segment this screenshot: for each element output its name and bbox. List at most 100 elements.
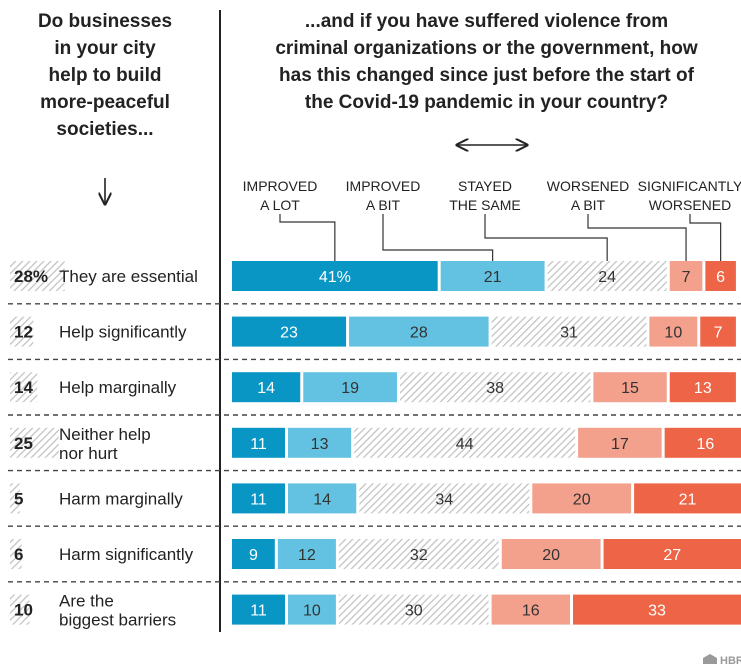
share-label: 12 bbox=[14, 323, 33, 342]
bar-value-label: 23 bbox=[280, 325, 298, 342]
left-question: Do businesses in your city help to build… bbox=[0, 8, 210, 143]
legend-leader-line bbox=[382, 214, 494, 261]
bar-value-label: 11 bbox=[250, 603, 267, 620]
bar-value-label: 14 bbox=[257, 380, 275, 397]
right-question-line: criminal organizations or the government… bbox=[275, 38, 698, 59]
bar-value-label: 34 bbox=[435, 491, 453, 508]
category-label: They are essential bbox=[59, 267, 198, 286]
bar-value-label: 20 bbox=[573, 491, 591, 508]
bar-value-label: 10 bbox=[303, 603, 321, 620]
bar-segment-improved-a-lot bbox=[232, 594, 285, 625]
share-label: 6 bbox=[14, 545, 23, 564]
bar-value-label: 30 bbox=[405, 603, 423, 620]
bar-value-label: 21 bbox=[484, 269, 502, 286]
bar-value-label: 9 bbox=[249, 547, 258, 564]
chart-row: 14 Help marginally 14 19 38 15 13 bbox=[10, 372, 736, 403]
bar-segment-significantly-worsened bbox=[664, 427, 741, 458]
bar-value-label: 16 bbox=[696, 436, 714, 453]
bar-segment-improved-a-lot bbox=[232, 316, 347, 347]
bar-value-label: 14 bbox=[313, 491, 331, 508]
share-label: 10 bbox=[14, 601, 33, 620]
left-question-line: societies... bbox=[56, 119, 154, 140]
right-question-line: the Covid-19 pandemic in your country? bbox=[304, 92, 669, 113]
category-label: Help marginally bbox=[59, 378, 177, 397]
legend-item: STAYED THE SAME bbox=[449, 178, 608, 261]
chart-row: 28% They are essential 41% 21 24 7 6 bbox=[10, 261, 736, 291]
left-question-line: Do businesses bbox=[37, 11, 173, 32]
bar-segment-improved-a-bit bbox=[287, 427, 352, 458]
bar-segment-improved-a-bit bbox=[303, 372, 397, 403]
share-bar bbox=[10, 483, 20, 514]
bar-segment-improved-a-lot bbox=[232, 483, 285, 514]
bar-segment-stayed-the-same bbox=[491, 316, 647, 347]
category-label: Harm marginally bbox=[59, 489, 183, 508]
right-question: ...and if you have suffered violence fro… bbox=[232, 8, 741, 116]
legend-leader-line bbox=[484, 214, 608, 261]
bar-segment-significantly-worsened bbox=[573, 594, 741, 625]
bar-segment-improved-a-bit bbox=[349, 316, 489, 347]
bar-value-label: 6 bbox=[716, 269, 725, 286]
bar-value-label: 13 bbox=[694, 380, 712, 397]
bar-segment-worsened-a-bit bbox=[578, 427, 662, 458]
bar-segment-worsened-a-bit bbox=[532, 483, 632, 514]
bar-segment-worsened-a-bit bbox=[593, 372, 667, 403]
bar-value-label: 17 bbox=[611, 436, 629, 453]
bar-value-label: 10 bbox=[664, 325, 682, 342]
category-label: Neither help nor hurt bbox=[59, 425, 151, 463]
bar-segment-worsened-a-bit bbox=[649, 316, 698, 347]
bar-segment-improved-a-lot bbox=[232, 539, 275, 569]
bar-value-label: 19 bbox=[341, 380, 359, 397]
bar-value-label: 7 bbox=[714, 325, 723, 342]
legend-leader-line bbox=[279, 214, 336, 261]
bar-value-label: 20 bbox=[542, 547, 560, 564]
bar-value-label: 44 bbox=[456, 436, 474, 453]
share-bar bbox=[10, 427, 59, 458]
category-label: Harm significantly bbox=[59, 545, 194, 564]
bar-segment-improved-a-bit bbox=[287, 594, 336, 625]
share-label: 14 bbox=[14, 378, 33, 397]
bar-segment-stayed-the-same bbox=[338, 594, 489, 625]
left-question-line: more-peaceful bbox=[40, 92, 170, 113]
bar-value-label: 21 bbox=[679, 491, 697, 508]
legend-leader-line bbox=[689, 214, 722, 261]
category-label: Help significantly bbox=[59, 323, 187, 342]
chart-row: 10 Are the biggest barriers 11 10 30 16 33 bbox=[10, 592, 741, 630]
category-label: Are the biggest barriers bbox=[59, 592, 176, 630]
share-bar bbox=[10, 372, 38, 403]
bar-segment-significantly-worsened bbox=[669, 372, 736, 403]
legend-item: IMPROVED A LOT bbox=[243, 178, 336, 261]
legend-label: STAYED THE SAME bbox=[449, 178, 521, 213]
chart-row: 25 Neither help nor hurt 11 13 44 17 16 bbox=[10, 425, 741, 463]
hbr-logo-text: HBR bbox=[720, 655, 741, 667]
bar-segment-improved-a-bit bbox=[287, 483, 357, 514]
bar-segment-stayed-the-same bbox=[338, 539, 499, 569]
bar-value-label: 15 bbox=[621, 380, 639, 397]
bar-segment-improved-a-lot bbox=[232, 372, 301, 403]
legend-leader-line bbox=[587, 214, 687, 261]
bar-value-label: 7 bbox=[682, 269, 691, 286]
bar-segment-stayed-the-same bbox=[359, 483, 530, 514]
bar-segment-worsened-a-bit bbox=[501, 539, 601, 569]
legend-label: IMPROVED A BIT bbox=[346, 178, 421, 213]
bar-value-label: 24 bbox=[598, 269, 616, 286]
legend-item: SIGNIFICANTLY WORSENED bbox=[638, 178, 741, 261]
bar-segment-improved-a-bit bbox=[440, 261, 545, 291]
bar-value-label: 28 bbox=[410, 325, 428, 342]
bar-segment-stayed-the-same bbox=[399, 372, 591, 403]
bar-segment-improved-a-bit bbox=[277, 539, 336, 569]
chart-row: 6 Harm significantly 9 12 32 20 27 bbox=[10, 539, 741, 569]
legend-item: WORSENED A BIT bbox=[547, 178, 687, 261]
bar-value-label: 32 bbox=[410, 547, 428, 564]
bar-segment-improved-a-lot bbox=[232, 261, 438, 291]
bar-value-label: 16 bbox=[522, 603, 540, 620]
legend-item: IMPROVED A BIT bbox=[346, 178, 494, 261]
bar-segment-stayed-the-same bbox=[354, 427, 576, 458]
bar-value-label: 11 bbox=[250, 436, 267, 453]
bar-value-label: 27 bbox=[663, 547, 681, 564]
bar-segment-significantly-worsened bbox=[603, 539, 741, 569]
bar-segment-worsened-a-bit bbox=[669, 261, 703, 291]
bar-segment-stayed-the-same bbox=[547, 261, 667, 291]
chart-row: 12 Help significantly 23 28 31 10 7 bbox=[10, 316, 736, 347]
share-bar bbox=[10, 539, 22, 569]
